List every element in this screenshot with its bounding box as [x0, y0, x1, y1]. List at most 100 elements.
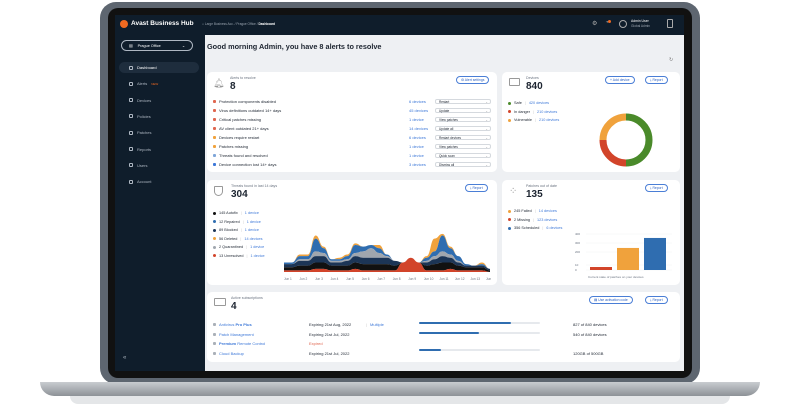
- devices-report-button[interactable]: ⤓ Report: [645, 76, 668, 85]
- alert-action-select[interactable]: Dismiss all ⌄: [435, 161, 491, 168]
- report-label: Report: [652, 298, 663, 303]
- legend-label: 56 Deleted: [219, 236, 238, 241]
- x-tick-label: Jun 12: [455, 277, 465, 281]
- sidebar-item-label: Account: [137, 179, 152, 185]
- legend-devices-link[interactable]: 14 devices: [538, 209, 557, 213]
- sidebar-item-dashboard[interactable]: Dashboard: [119, 62, 199, 73]
- alert-devices-link[interactable]: 1 device: [409, 153, 424, 158]
- subscription-name-link[interactable]: Antivirus Pro Plus: [219, 322, 252, 327]
- sidebar-item-patches[interactable]: Patches: [119, 127, 199, 138]
- avatar[interactable]: [619, 20, 627, 28]
- alerts-label: Alerts to resolve: [230, 76, 256, 80]
- breadcrumb-item[interactable]: Prague Office: [236, 22, 256, 26]
- subscription-name-link[interactable]: Patch Management: [219, 332, 254, 337]
- threats-card: Threats found in last 14 days 304 ⤓ Repo…: [207, 180, 497, 285]
- legend-devices-link[interactable]: 6 devices: [546, 226, 563, 230]
- alert-text: Device connection lost 14+ days: [219, 162, 277, 167]
- legend-label: 12 Repaired: [219, 219, 240, 224]
- alert-action-select[interactable]: View patches ⌄: [435, 143, 491, 150]
- alert-text: Patches missing: [219, 144, 249, 149]
- legend-dot: [213, 237, 216, 240]
- collapse-sidebar-icon[interactable]: «: [123, 355, 127, 361]
- activation-code-button[interactable]: ▤ Use activation code: [589, 296, 633, 305]
- add-device-button[interactable]: + Add device: [605, 76, 635, 85]
- alert-devices-link[interactable]: 6 devices: [409, 99, 426, 104]
- legend-dot: [508, 118, 511, 122]
- alert-action-select[interactable]: Quick scan ⌄: [435, 152, 491, 159]
- patches-bar-chart: 010 200 300 400 Current state of patches on …: [575, 232, 672, 279]
- alert-devices-link[interactable]: 1 device: [409, 117, 424, 122]
- alert-severity-icon: [213, 154, 216, 157]
- alert-action-select[interactable]: View patches ⌄: [435, 116, 491, 123]
- subscription-status: Expiring 21st Aug, 2022: [309, 322, 352, 327]
- top-bar: Avast Business Hub ⌂ Large Business Acc.…: [115, 15, 684, 35]
- subscriptions-label: Active subscriptions: [231, 296, 263, 300]
- alert-devices-link[interactable]: 6 devices: [409, 135, 426, 140]
- x-tick-label: Jun 14: [486, 277, 492, 281]
- site-selector[interactable]: ▤ Prague Office ⌄: [121, 40, 193, 51]
- alert-action-value: View patches: [439, 144, 458, 149]
- alert-devices-link[interactable]: 3 devices: [409, 162, 426, 167]
- legend-devices-link[interactable]: 210 devices: [537, 109, 558, 114]
- alert-devices-link[interactable]: 1 device: [409, 144, 424, 149]
- donut-slice-vulnerable: [599, 113, 627, 141]
- sidebar-item-alerts[interactable]: Alerts NEW: [119, 78, 199, 89]
- subscription-usage-text: 827 of 840 devices: [573, 322, 607, 327]
- patches-report-button[interactable]: ⤓ Report: [645, 184, 668, 193]
- policies-icon: [129, 114, 133, 119]
- devices-switch-icon[interactable]: [667, 19, 673, 28]
- legend-devices-link[interactable]: 210 devices: [539, 118, 560, 122]
- app-screen: Avast Business Hub ⌂ Large Business Acc.…: [115, 15, 684, 371]
- alert-text: Devices require restart: [219, 135, 260, 140]
- sidebar-item-reports[interactable]: Reports: [119, 144, 199, 155]
- alert-action-select[interactable]: Restart ⌄: [435, 98, 491, 105]
- alert-row: Patches missing 1 device: [213, 143, 493, 150]
- x-tick-label: Jun 6: [362, 277, 370, 281]
- legend-devices-link[interactable]: 420 devices: [528, 101, 550, 105]
- subscription-name-link[interactable]: Premium Remote Control: [219, 341, 265, 346]
- refresh-icon[interactable]: ↻: [669, 57, 674, 63]
- x-axis-label: Current state of patches on your devices: [588, 275, 644, 279]
- alert-devices-link[interactable]: 45 devices: [409, 108, 429, 113]
- subscription-name-link[interactable]: Cloud Backup: [219, 351, 244, 356]
- legend-devices-link[interactable]: 1 device: [250, 253, 265, 258]
- sidebar-item-devices[interactable]: Devices: [119, 95, 199, 106]
- legend-devices-link[interactable]: 1 device: [244, 211, 259, 215]
- brand-name[interactable]: Avast Business Hub: [131, 20, 194, 27]
- settings-gear-icon[interactable]: ⚙: [592, 21, 598, 27]
- legend-devices-link[interactable]: 1 device: [246, 219, 261, 224]
- chevron-down-icon: ⌄: [485, 126, 488, 131]
- breadcrumb-item[interactable]: Large Business Acc.: [204, 22, 234, 26]
- area-series-autofix: 145 Autofix: [284, 257, 490, 272]
- new-badge: NEW: [151, 81, 159, 86]
- threats-report-button[interactable]: ⤓ Report: [465, 184, 488, 193]
- sidebar-item-label: Policies: [137, 113, 151, 119]
- alert-action-select[interactable]: Restart devices ⌄: [435, 134, 491, 141]
- subscriptions-report-button[interactable]: ⤓ Report: [645, 296, 668, 305]
- alert-row: Protection components disabled 6 devices: [213, 98, 493, 105]
- sidebar-item-account[interactable]: Account: [119, 176, 199, 187]
- alert-devices-link[interactable]: 14 devices: [409, 126, 429, 131]
- sidebar-item-policies[interactable]: Policies: [119, 111, 199, 122]
- chevron-down-icon: ⌄: [485, 153, 488, 158]
- subscription-multiple-link[interactable]: | Multiple: [366, 322, 384, 327]
- legend-item: In danger | 210 devices: [508, 110, 557, 114]
- legend-label: 2 Quarantined: [219, 245, 244, 249]
- x-tick-label: Jun 13: [470, 277, 480, 281]
- subscription-name-text: Remote Control: [237, 341, 266, 347]
- alert-settings-button[interactable]: ⚙ Alert settings: [456, 76, 490, 85]
- alert-action-select[interactable]: Update ⌄: [435, 107, 491, 114]
- legend-devices-link[interactable]: 14 devices: [244, 236, 263, 241]
- user-name[interactable]: Admin User: [631, 19, 649, 23]
- activation-label: Use activation code: [598, 298, 628, 303]
- reports-icon: [129, 147, 133, 151]
- notifications-icon[interactable]: ◔: [605, 20, 609, 26]
- alert-action-value: Restart: [439, 99, 450, 104]
- legend-devices-link[interactable]: 1 device: [250, 245, 265, 249]
- legend-devices-link[interactable]: 1 device: [244, 228, 259, 232]
- legend-devices-link[interactable]: 123 devices: [537, 217, 558, 222]
- legend-label: 245 Failed: [514, 209, 532, 213]
- x-tick-label: Jun 5: [346, 277, 354, 281]
- alert-action-select[interactable]: Update all ⌄: [435, 125, 491, 132]
- sidebar-item-users[interactable]: Users: [119, 160, 199, 171]
